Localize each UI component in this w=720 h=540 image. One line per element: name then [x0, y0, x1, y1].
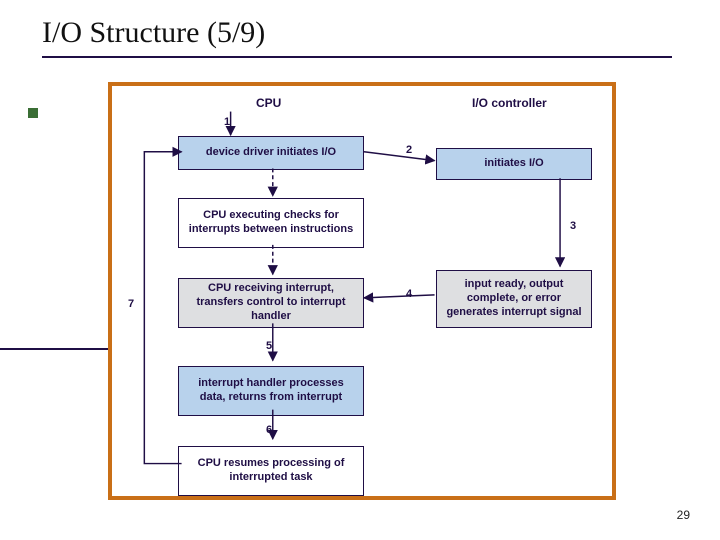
- step-number-3: 3: [570, 220, 576, 232]
- step-number-2: 2: [406, 144, 412, 156]
- figure-frame: CPU I/O controller 1 2 3 4 5 6 7 device …: [108, 82, 616, 500]
- step-number-6: 6: [266, 424, 272, 436]
- node-cpu-checks-interrupts: CPU executing checks for interrupts betw…: [178, 198, 364, 248]
- node-interrupt-handler: interrupt handler processes data, return…: [178, 366, 364, 416]
- step-number-4: 4: [406, 288, 412, 300]
- title-underline: [42, 56, 672, 58]
- bullet-icon: [28, 108, 38, 118]
- column-label-cpu: CPU: [256, 96, 281, 110]
- slide: I/O Structure (5/9) 29 CPU I/O controlle…: [0, 0, 720, 540]
- page-title: I/O Structure (5/9): [42, 16, 265, 50]
- node-device-driver-initiates: device driver initiates I/O: [178, 136, 364, 170]
- node-generates-interrupt: input ready, output complete, or error g…: [436, 270, 592, 328]
- step-number-1: 1: [224, 116, 230, 128]
- step-number-7: 7: [128, 298, 134, 310]
- node-initiates-io: initiates I/O: [436, 148, 592, 180]
- node-cpu-resumes: CPU resumes processing of interrupted ta…: [178, 446, 364, 496]
- column-label-io-controller: I/O controller: [472, 96, 547, 110]
- flowchart: CPU I/O controller 1 2 3 4 5 6 7 device …: [116, 90, 608, 492]
- step-number-5: 5: [266, 340, 272, 352]
- node-cpu-receives-interrupt: CPU receiving interrupt, transfers contr…: [178, 278, 364, 328]
- page-number: 29: [677, 508, 690, 522]
